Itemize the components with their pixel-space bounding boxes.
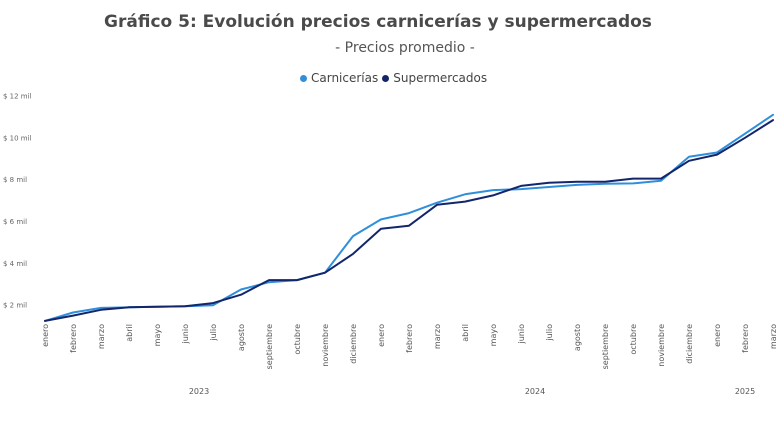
x-tick-label: marzo (433, 324, 442, 349)
x-tick-label: junio (181, 324, 190, 345)
x-tick-label: octubre (629, 324, 638, 355)
x-tick-label: junio (517, 324, 526, 345)
x-tick-label: febrero (741, 324, 750, 353)
x-tick-label: agosto (573, 324, 582, 351)
x-tick-label: marzo (97, 324, 106, 349)
x-tick-label: diciembre (349, 324, 358, 364)
x-tick-label: abril (461, 324, 470, 342)
x-tick-label: enero (713, 324, 722, 347)
chart-subtitle: - Precios promedio - (335, 40, 475, 56)
year-label: 2025 (735, 387, 755, 396)
chart-title: Gráfico 5: Evolución precios carnicerías… (104, 12, 652, 32)
legend-marker-supermercados (382, 74, 390, 82)
x-tick-label: septiembre (601, 324, 610, 369)
x-tick-label: enero (41, 324, 50, 347)
x-tick-label: julio (545, 324, 554, 342)
legend-marker-carnicerias (300, 74, 307, 82)
x-tick-label: febrero (405, 324, 414, 353)
legend-label-supermercados: Supermercados (393, 71, 488, 85)
series-line-supermercados (44, 119, 774, 322)
series-line-carnicerias (44, 113, 774, 322)
x-tick-label: enero (377, 324, 386, 347)
y-tick-label: $ 6 mil (3, 218, 27, 226)
x-tick-label: mayo (489, 324, 498, 346)
x-tick-label: marzo (769, 324, 778, 349)
y-tick-label: $ 8 mil (3, 176, 27, 184)
x-tick-label: febrero (69, 324, 78, 353)
legend-label-carnicerias: Carnicerías (311, 71, 379, 85)
year-label: 2024 (525, 387, 545, 396)
y-tick-label: $ 10 mil (3, 134, 32, 142)
legend-item-supermercados[interactable]: Supermercados (382, 71, 487, 85)
x-tick-label: noviembre (321, 324, 330, 367)
y-tick-label: $ 12 mil (3, 93, 32, 101)
chart-legend: Carnicerías Supermercados (300, 71, 491, 85)
legend-item-carnicerias[interactable]: Carnicerías (300, 71, 378, 85)
year-label: 2023 (189, 387, 209, 396)
x-tick-label: abril (125, 324, 134, 342)
x-tick-label: diciembre (685, 324, 694, 364)
x-tick-label: julio (209, 324, 218, 342)
x-tick-label: mayo (153, 324, 162, 346)
x-tick-label: agosto (237, 324, 246, 351)
x-tick-label: septiembre (265, 324, 274, 369)
y-tick-label: $ 2 mil (3, 302, 27, 310)
x-tick-label: octubre (293, 324, 302, 355)
y-tick-label: $ 4 mil (3, 260, 27, 268)
x-tick-label: noviembre (657, 324, 666, 367)
